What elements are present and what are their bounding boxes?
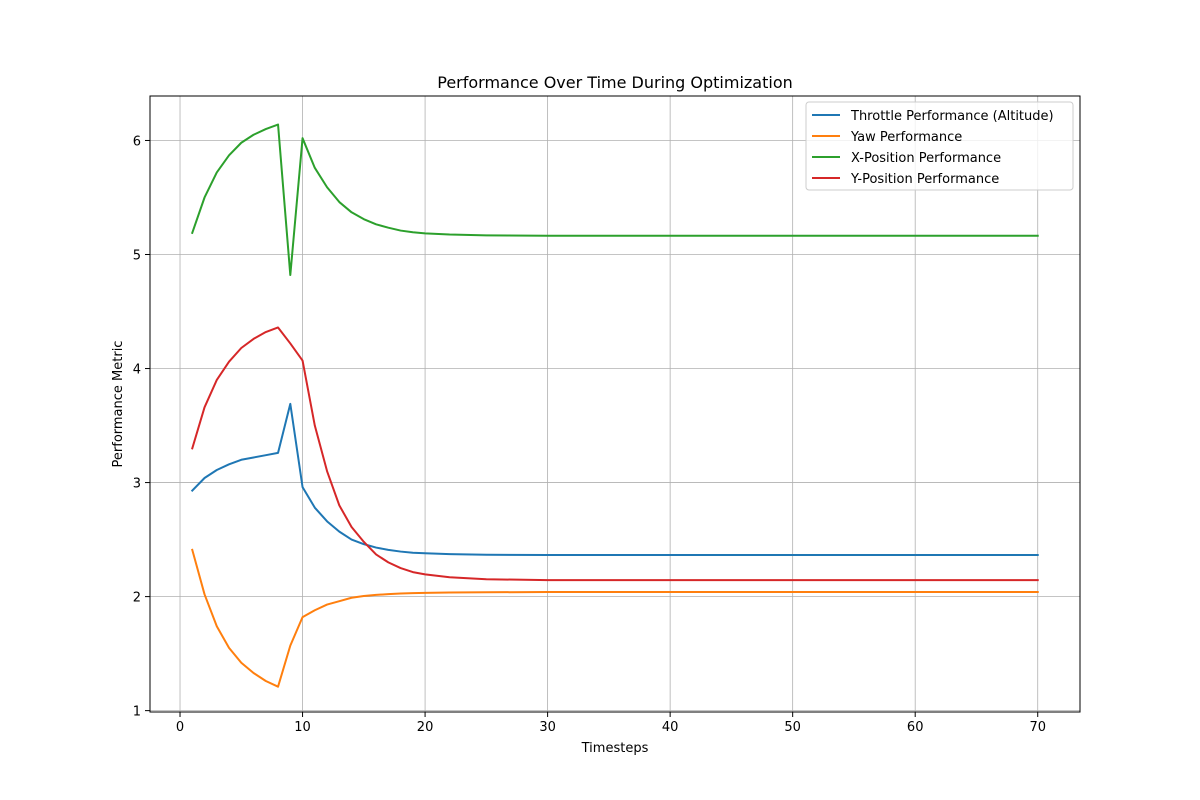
- legend: Throttle Performance (Altitude) Yaw Perfo…: [805, 101, 1074, 191]
- y-tick-label: 6: [133, 134, 141, 149]
- chart-title: Performance Over Time During Optimizatio…: [437, 73, 793, 92]
- series-line-3: [190, 123, 1039, 277]
- y-tick-label: 4: [133, 363, 141, 378]
- x-tick-label: 40: [662, 720, 679, 735]
- grid-lines: [150, 96, 1080, 712]
- plot-series: [190, 123, 1039, 688]
- legend-label: Y-Position Performance: [850, 172, 999, 187]
- series-line-4: [191, 326, 1039, 582]
- x-tick-label: 50: [784, 720, 801, 735]
- legend-label: Throttle Performance (Altitude): [850, 109, 1054, 124]
- x-tick-label: 60: [907, 720, 924, 735]
- y-axis-label: Performance Metric: [111, 341, 126, 468]
- legend-box: [805, 101, 1074, 191]
- x-tick-label: 20: [417, 720, 434, 735]
- plot-area-frame: [149, 95, 1081, 713]
- axis-ticks: 0 10 20 30 40 50 60 70 1 2 3 4 5 6: [133, 134, 1046, 735]
- x-tick-label: 10: [294, 720, 311, 735]
- y-tick-label: 1: [133, 705, 141, 720]
- y-tick-label: 3: [133, 477, 141, 492]
- series-line-2: [191, 548, 1039, 688]
- x-tick-label: 30: [539, 720, 556, 735]
- x-axis-label: Timesteps: [581, 741, 649, 756]
- y-tick-label: 2: [133, 591, 141, 606]
- legend-label: X-Position Performance: [851, 151, 1001, 166]
- x-tick-label: 70: [1029, 720, 1046, 735]
- legend-label: Yaw Performance: [850, 130, 962, 145]
- series-line-1: [190, 402, 1039, 556]
- y-tick-label: 5: [133, 249, 141, 264]
- x-tick-label: 0: [176, 720, 184, 735]
